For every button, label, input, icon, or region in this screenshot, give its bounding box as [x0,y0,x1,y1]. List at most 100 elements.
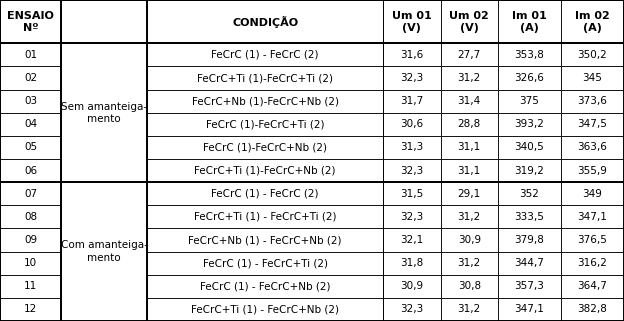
Text: 04: 04 [24,119,37,129]
Text: 31,2: 31,2 [457,212,481,222]
Text: Im 01
(A): Im 01 (A) [512,11,547,33]
Bar [383,113,441,136]
Bar [147,275,383,298]
Text: Um 02
(V): Um 02 (V) [449,11,489,33]
Text: 352: 352 [520,189,539,199]
Bar [0,159,61,182]
Text: Um 01
(V): Um 01 (V) [392,11,432,33]
Bar [561,159,624,182]
Text: 393,2: 393,2 [515,119,544,129]
Text: 03: 03 [24,96,37,106]
Bar [498,136,561,159]
Bar [561,252,624,275]
Bar [383,298,441,321]
Bar [561,43,624,66]
Bar [498,229,561,252]
Text: 319,2: 319,2 [515,166,544,176]
Bar [0,113,61,136]
Text: 349: 349 [583,189,602,199]
Bar [0,0,61,43]
Bar [441,159,498,182]
Text: FeCrC (1) - FeCrC+Ti (2): FeCrC (1) - FeCrC+Ti (2) [203,258,328,268]
Bar [147,90,383,113]
Text: 02: 02 [24,73,37,83]
Bar [498,90,561,113]
Text: 382,8: 382,8 [578,304,607,315]
Text: 32,3: 32,3 [400,304,424,315]
Bar [0,0,624,43]
Bar [561,66,624,90]
Text: FeCrC+Nb (1) - FeCrC+Nb (2): FeCrC+Nb (1) - FeCrC+Nb (2) [188,235,342,245]
Bar [0,229,61,252]
Text: 31,4: 31,4 [457,96,481,106]
Bar [147,182,383,205]
Bar [147,136,383,159]
Text: 31,1: 31,1 [457,166,481,176]
Bar [498,205,561,229]
Bar [498,159,561,182]
Bar [441,298,498,321]
Bar [561,275,624,298]
Bar [383,66,441,90]
Text: 07: 07 [24,189,37,199]
Bar [147,252,383,275]
Text: 375: 375 [520,96,539,106]
Text: 345: 345 [583,73,602,83]
Text: 29,1: 29,1 [457,189,481,199]
Text: 373,6: 373,6 [578,96,607,106]
Bar [61,43,147,182]
Text: 06: 06 [24,166,37,176]
Bar [147,229,383,252]
Text: 31,1: 31,1 [457,143,481,152]
Bar [383,43,441,66]
Text: FeCrC (1) - FeCrC (2): FeCrC (1) - FeCrC (2) [212,189,319,199]
Bar [561,113,624,136]
Bar [383,0,441,43]
Text: 31,3: 31,3 [400,143,424,152]
Bar [561,298,624,321]
Bar [441,205,498,229]
Bar [561,229,624,252]
Text: 316,2: 316,2 [578,258,607,268]
Text: 31,2: 31,2 [457,258,481,268]
Bar [441,182,498,205]
Bar [383,275,441,298]
Bar [498,275,561,298]
Bar [147,0,383,43]
Bar [561,136,624,159]
Text: 350,2: 350,2 [578,50,607,60]
Text: 30,9: 30,9 [457,235,481,245]
Bar [561,90,624,113]
Text: FeCrC+Ti (1) - FeCrC+Nb (2): FeCrC+Ti (1) - FeCrC+Nb (2) [191,304,339,315]
Text: 340,5: 340,5 [515,143,544,152]
Bar [383,229,441,252]
Text: FeCrC+Ti (1) - FeCrC+Ti (2): FeCrC+Ti (1) - FeCrC+Ti (2) [194,212,336,222]
Bar [147,298,383,321]
Bar [0,136,61,159]
Bar [0,90,61,113]
Bar [0,252,61,275]
Bar [498,0,561,43]
Text: 379,8: 379,8 [515,235,544,245]
Bar [441,275,498,298]
Bar [441,66,498,90]
Bar [441,43,498,66]
Bar [383,136,441,159]
Bar [147,159,383,182]
Bar [61,182,147,321]
Text: Im 02
(A): Im 02 (A) [575,11,610,33]
Text: 353,8: 353,8 [515,50,544,60]
Bar [147,113,383,136]
Bar [498,66,561,90]
Text: Sem amanteiga-
mento: Sem amanteiga- mento [61,101,147,124]
Text: FeCrC (1) - FeCrC (2): FeCrC (1) - FeCrC (2) [212,50,319,60]
Bar [0,275,61,298]
Text: 31,7: 31,7 [400,96,424,106]
Bar [498,182,561,205]
Text: FeCrC (1) - FeCrC+Nb (2): FeCrC (1) - FeCrC+Nb (2) [200,281,331,291]
Bar [0,66,61,90]
Text: 326,6: 326,6 [515,73,544,83]
Text: 11: 11 [24,281,37,291]
Bar [147,205,383,229]
Bar [561,205,624,229]
